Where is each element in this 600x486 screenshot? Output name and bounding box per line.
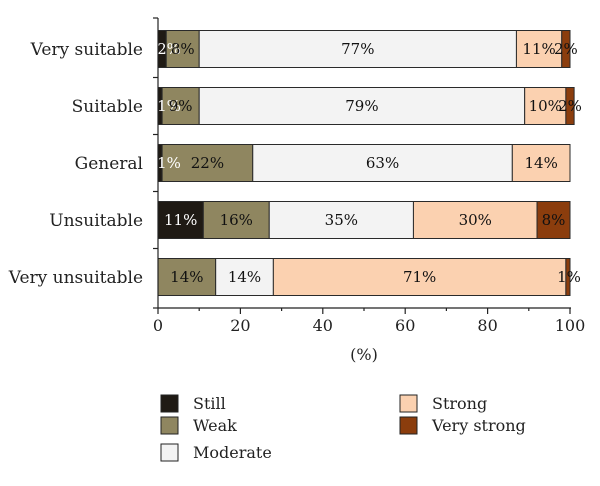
category-label-unsuitable: Unsuitable — [49, 211, 143, 231]
segment-label-very-suitable-weak: 8% — [171, 40, 195, 58]
x-tick-label-0: 0 — [153, 316, 163, 335]
x-tick-label-40: 40 — [313, 316, 333, 335]
category-label-general: General — [75, 154, 143, 174]
x-tick-label-20: 20 — [230, 316, 250, 335]
segment-label-very-unsuitable-moderate: 14% — [228, 268, 261, 286]
segment-label-unsuitable-moderate: 35% — [325, 211, 358, 229]
category-label-suitable: Suitable — [72, 97, 143, 117]
bar-unsuitable-weak — [202, 201, 270, 239]
category-labels-group: Very suitable Suitable General Unsuitable Ve… — [8, 40, 143, 288]
segment-label-very-unsuitable-very-strong: 1% — [557, 268, 581, 286]
x-tick-label-80: 80 — [477, 316, 497, 335]
segment-label-general-moderate: 63% — [366, 154, 399, 172]
segment-label-very-unsuitable-strong: 71% — [403, 268, 436, 286]
bar-general-moderate — [252, 144, 513, 182]
bar-suitable-very-strong — [565, 87, 575, 125]
segment-label-unsuitable-very-strong: 8% — [542, 211, 566, 229]
category-label-very-suitable: Very suitable — [30, 40, 143, 60]
x-ticks-group: 0 20 40 60 80 100 — [153, 308, 585, 335]
legend-swatch-strong — [399, 394, 418, 413]
legend-swatch-moderate — [160, 443, 179, 462]
segment-label-very-suitable-moderate: 77% — [341, 40, 374, 58]
segment-label-general-weak: 22% — [191, 154, 224, 172]
bar-general-strong — [511, 144, 571, 182]
segment-label-general-strong: 14% — [524, 154, 557, 172]
x-axis-title: (%) — [350, 345, 378, 364]
segment-label-suitable-very-strong: 2% — [558, 97, 582, 115]
legend-label-moderate: Moderate — [193, 443, 272, 462]
segment-label-very-unsuitable-weak: 14% — [170, 268, 203, 286]
x-tick-label-100: 100 — [555, 316, 586, 335]
segment-label-suitable-weak: 9% — [169, 97, 193, 115]
legend-label-very-strong: Very strong — [431, 416, 526, 435]
segment-label-general-still: 1% — [157, 154, 181, 172]
segment-label-unsuitable-still: 11% — [164, 211, 197, 229]
segment-label-very-suitable-strong: 11% — [522, 40, 555, 58]
bar-very-suitable-very-strong — [561, 30, 571, 68]
bar-very-suitable-moderate — [198, 30, 517, 68]
segment-labels-group: 2%8% 77% 11%2%1%9% 79% 10%2%1% 22% 63% 14%11% 16… — [157, 40, 582, 286]
legend: Still Weak Moderate Strong Very strong — [160, 394, 526, 462]
bars-group — [157, 30, 575, 296]
legend-swatch-very-strong — [399, 416, 418, 435]
segment-label-suitable-moderate: 79% — [345, 97, 378, 115]
bar-very-unsuitable-very-strong — [565, 258, 571, 296]
bar-unsuitable-moderate — [268, 201, 414, 239]
segment-label-suitable-strong: 10% — [529, 97, 562, 115]
legend-label-still: Still — [193, 394, 226, 413]
segment-label-unsuitable-weak: 16% — [220, 211, 253, 229]
bar-unsuitable-very-strong — [536, 201, 571, 239]
legend-label-weak: Weak — [193, 416, 237, 435]
legend-swatch-still — [160, 394, 179, 413]
segment-label-very-suitable-very-strong: 2% — [554, 40, 578, 58]
bar-unsuitable-strong — [412, 201, 538, 239]
segment-label-unsuitable-strong: 30% — [459, 211, 492, 229]
legend-swatch-weak — [160, 416, 179, 435]
segment-label-very-suitable-still: 2% — [157, 40, 181, 58]
segment-label-suitable-still: 1% — [157, 97, 181, 115]
bar-suitable-moderate — [198, 87, 526, 125]
x-tick-label-60: 60 — [395, 316, 415, 335]
legend-label-strong: Strong — [432, 394, 487, 413]
bar-very-unsuitable-strong — [272, 258, 567, 296]
category-label-very-unsuitable: Very unsuitable — [8, 268, 143, 288]
